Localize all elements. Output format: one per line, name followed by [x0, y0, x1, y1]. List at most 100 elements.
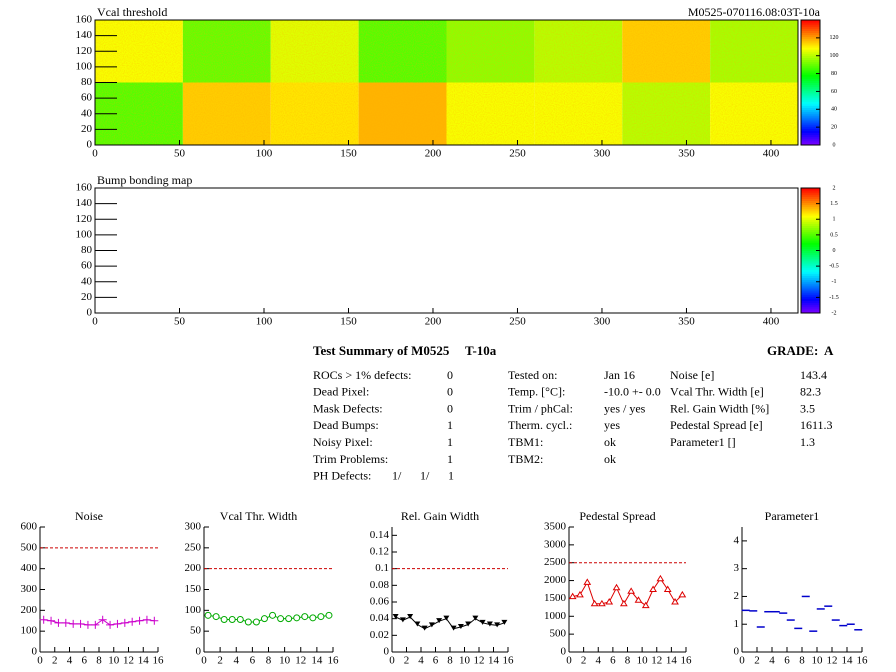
x-tick-label: 6: [82, 655, 88, 667]
ph-defects-value: 1/: [420, 469, 430, 483]
palette-step: [801, 290, 820, 293]
y-tick-label: 160: [76, 182, 93, 194]
y-tick-label: 0.04: [370, 612, 390, 624]
x-tick-label: 10: [459, 655, 471, 667]
palette-step: [801, 107, 820, 111]
marker: [325, 611, 333, 619]
palette-step: [801, 122, 820, 125]
defect-value: 1: [447, 418, 453, 432]
y-tick-label: 3: [734, 562, 740, 574]
marker: [486, 621, 493, 627]
y-tick-label: 1500: [544, 592, 567, 604]
marker: [47, 616, 56, 625]
palette-step: [801, 136, 820, 140]
palette-step: [801, 65, 820, 69]
ph-defects-value: 1: [448, 469, 454, 483]
marker: [39, 615, 48, 624]
marker: [54, 618, 63, 627]
marker: [583, 578, 592, 585]
palette-step: [801, 36, 820, 40]
defect-label: Dead Pixel:: [313, 385, 369, 399]
y-tick-label: 0: [32, 646, 38, 658]
condition-label: Trim / phCal:: [508, 401, 573, 415]
x-tick-label: 0: [37, 655, 43, 667]
z-tick-label: 0: [833, 248, 836, 254]
palette-step: [801, 140, 820, 144]
defect-value: 0: [447, 401, 453, 415]
marker: [428, 622, 435, 628]
y-tick-label: 140: [76, 197, 93, 209]
x-tick-label: 200: [425, 316, 442, 328]
y-tick-label: 0.1: [375, 562, 389, 574]
palette-step: [801, 76, 820, 79]
x-tick-label: 14: [666, 655, 678, 667]
y-tick-label: 0.12: [370, 546, 389, 558]
x-tick-label: 400: [763, 316, 780, 328]
x-tick-label: 0: [739, 655, 745, 667]
z-tick-label: -1: [832, 279, 837, 285]
result-label: Parameter1 []: [670, 435, 736, 449]
marker: [285, 615, 293, 623]
palette-step: [801, 82, 820, 86]
y-tick-label: 0: [384, 646, 390, 658]
marker: [576, 590, 584, 598]
x-tick-label: 300: [594, 148, 611, 160]
y-tick-label: 0: [87, 139, 93, 151]
palette-step: [801, 248, 820, 251]
palette-step: [801, 63, 820, 67]
chart-title: Noise: [75, 509, 103, 523]
palette-step: [801, 204, 820, 208]
palette-step: [801, 40, 820, 44]
palette-step: [801, 254, 820, 258]
marker: [494, 622, 501, 628]
y-tick-label: 150: [185, 583, 202, 595]
chart-subtitle: M0525-070116.08:03T-10a: [688, 5, 821, 19]
y-tick-label: 0: [734, 646, 740, 658]
condition-value: ok: [604, 435, 616, 449]
palette-step: [801, 213, 820, 216]
y-tick-label: 0.08: [370, 579, 390, 591]
palette-frame: [800, 19, 821, 146]
y-tick-label: 2500: [544, 556, 567, 568]
z-tick-label: 0: [833, 142, 836, 148]
z-tick-label: 100: [830, 53, 839, 59]
x-tick-label: 12: [295, 655, 306, 667]
x-tick-label: 8: [625, 655, 631, 667]
marker: [212, 613, 220, 621]
y-tick-label: 20: [81, 291, 93, 303]
condition-value: yes: [604, 418, 620, 432]
series-line: [395, 616, 505, 630]
palette-step: [801, 92, 820, 96]
palette-step: [801, 231, 820, 235]
x-tick-label: 16: [681, 655, 693, 667]
palette-step: [801, 306, 820, 310]
palette-step: [801, 310, 820, 314]
defect-value: 0: [447, 385, 453, 399]
x-tick-label: 350: [678, 316, 695, 328]
palette-step: [801, 198, 820, 201]
defect-label: Noisy Pixel:: [313, 435, 373, 449]
y-tick-label: 3500: [544, 521, 567, 533]
y-tick-label: 0: [196, 646, 202, 658]
palette-step: [801, 32, 820, 36]
y-tick-label: 160: [76, 14, 93, 26]
palette-step: [801, 101, 820, 104]
z-tick-label: -0.5: [829, 264, 839, 270]
condition-value: ok: [604, 452, 616, 466]
y-tick-label: 120: [76, 213, 93, 225]
y-tick-label: 50: [190, 625, 202, 637]
chart-title: Vcal threshold: [97, 5, 167, 19]
y-tick-label: 120: [76, 45, 93, 57]
palette-step: [801, 38, 820, 42]
defect-label: Dead Bumps:: [313, 418, 379, 432]
defect-value: 1: [447, 435, 453, 449]
palette-step: [801, 20, 820, 23]
chart-title: Bump bonding map: [97, 173, 192, 187]
chart-title: Pedestal Spread: [579, 509, 655, 523]
palette-step: [801, 126, 820, 129]
palette-step: [801, 258, 820, 262]
palette-step: [801, 292, 820, 295]
palette-step: [801, 302, 820, 306]
result-value: 1.3: [800, 435, 815, 449]
y-tick-label: 60: [81, 92, 93, 104]
